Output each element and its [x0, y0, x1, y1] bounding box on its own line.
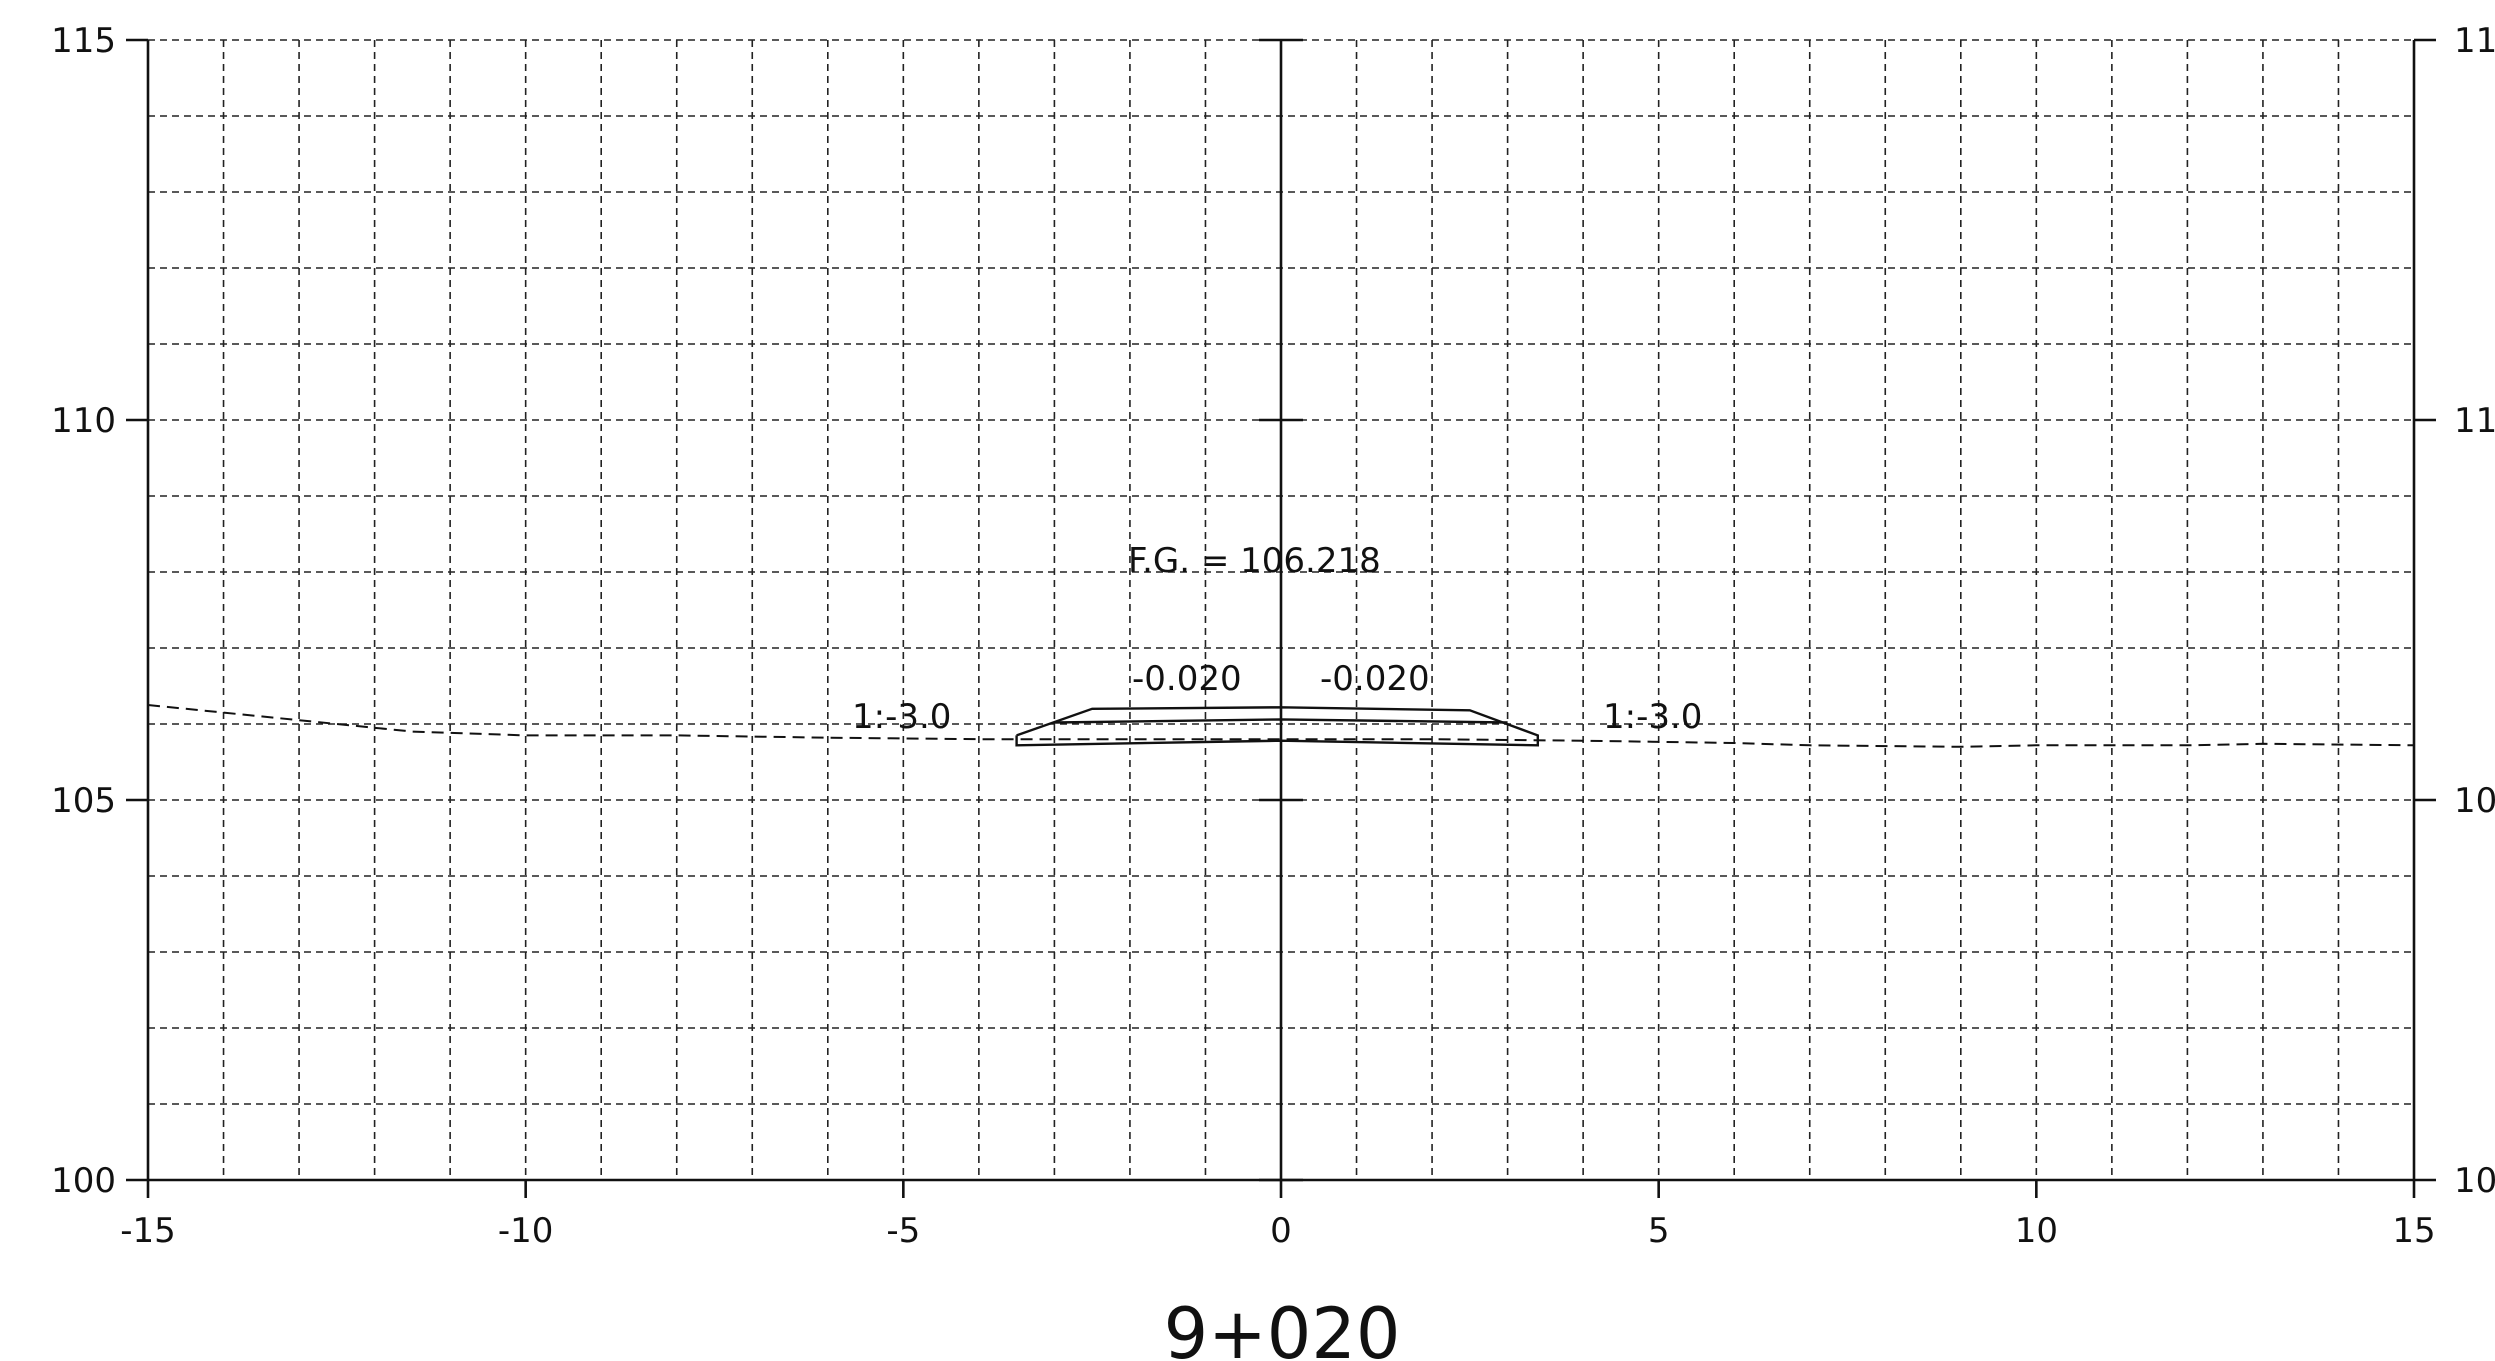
x-tick-label: 10: [2015, 1211, 2058, 1251]
x-tick-label: 0: [1270, 1211, 1292, 1251]
y-tick-label: 105: [51, 781, 116, 821]
y-tick-label: 100: [51, 1161, 116, 1201]
x-tick-label: 5: [1648, 1211, 1670, 1251]
y-tick-label-right: 11: [2454, 401, 2495, 441]
x-tick-label: -15: [120, 1211, 176, 1251]
slope-left-label: -0.020: [1132, 659, 1242, 699]
station-label: 9+020: [1164, 1293, 1401, 1361]
road-section-outline-2: [1054, 718, 1508, 724]
x-tick-label: -5: [886, 1211, 920, 1251]
tick-labels: -15 -10 -5 0 5 10 15 100 105 110 115 10 10 11 11: [51, 21, 2495, 1251]
y-tick-label: 110: [51, 401, 116, 441]
side-slope-right-label: 1:-3.0: [1603, 697, 1702, 737]
x-tick-label: -10: [498, 1211, 554, 1251]
y-tick-label-right: 11: [2454, 21, 2495, 61]
side-slope-left-label: 1:-3.0: [852, 697, 951, 737]
slope-right-label: -0.020: [1320, 659, 1430, 699]
road-section-outline-1: [1015, 706, 1540, 747]
axes: [126, 38, 2436, 1198]
y-tick-label-right: 10: [2454, 1161, 2495, 1201]
y-tick-label: 115: [51, 21, 116, 61]
x-tick-label: 15: [2392, 1211, 2435, 1251]
finished-grade-label: F.G. = 106.218: [1128, 541, 1381, 581]
y-tick-label-right: 10: [2454, 781, 2495, 821]
profile-lines: [147, 704, 2415, 748]
